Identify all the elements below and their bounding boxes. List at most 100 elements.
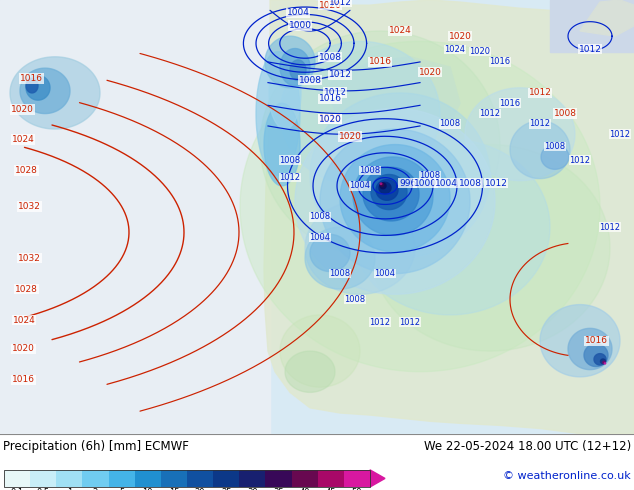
Text: 1000: 1000 — [288, 21, 311, 30]
Text: 20: 20 — [195, 489, 205, 490]
Text: 1008: 1008 — [344, 295, 366, 304]
Polygon shape — [380, 183, 382, 185]
Polygon shape — [380, 183, 386, 189]
Polygon shape — [340, 145, 450, 252]
Text: 1008: 1008 — [330, 269, 351, 278]
Bar — [4, 470, 370, 487]
Text: 1020: 1020 — [470, 47, 491, 56]
Text: 35: 35 — [273, 489, 284, 490]
Text: 1012: 1012 — [280, 173, 301, 182]
Text: 1028: 1028 — [15, 285, 38, 294]
Text: 1008: 1008 — [280, 155, 301, 165]
Polygon shape — [310, 234, 350, 271]
Text: 1008: 1008 — [359, 166, 380, 175]
Text: We 22-05-2024 18.00 UTC (12+12): We 22-05-2024 18.00 UTC (12+12) — [424, 440, 631, 453]
Bar — [161, 470, 187, 487]
Text: 1012: 1012 — [529, 88, 552, 98]
Polygon shape — [465, 88, 575, 181]
Polygon shape — [420, 177, 468, 204]
Text: 1028: 1028 — [15, 166, 38, 175]
Text: 1016: 1016 — [12, 375, 35, 385]
Text: 1008: 1008 — [439, 120, 460, 128]
Bar — [187, 470, 213, 487]
Text: 1024: 1024 — [389, 26, 411, 35]
Text: 1020: 1020 — [318, 0, 342, 10]
Text: 1: 1 — [67, 489, 72, 490]
Polygon shape — [350, 139, 550, 315]
Text: 1012: 1012 — [328, 71, 351, 79]
Polygon shape — [584, 344, 608, 367]
Polygon shape — [370, 470, 385, 487]
Text: 1012: 1012 — [600, 222, 621, 232]
Text: 1004: 1004 — [287, 8, 309, 18]
Polygon shape — [363, 167, 419, 221]
Polygon shape — [376, 180, 398, 200]
Text: Precipitation (6h) [mm] ECMWF: Precipitation (6h) [mm] ECMWF — [3, 440, 189, 453]
Text: 1008: 1008 — [318, 53, 342, 62]
Polygon shape — [280, 49, 310, 86]
Text: 1012: 1012 — [579, 45, 602, 53]
Text: 1016: 1016 — [585, 336, 608, 345]
Polygon shape — [380, 183, 384, 186]
Text: 1004: 1004 — [375, 269, 396, 278]
Text: 10: 10 — [143, 489, 153, 490]
Text: 1008: 1008 — [299, 75, 321, 85]
Bar — [292, 470, 318, 487]
Text: 1016: 1016 — [20, 74, 43, 83]
Text: 25: 25 — [221, 489, 231, 490]
Polygon shape — [310, 93, 490, 258]
Text: 1016: 1016 — [318, 94, 342, 103]
Polygon shape — [295, 108, 495, 294]
Bar — [239, 470, 266, 487]
Text: 1012: 1012 — [479, 109, 500, 118]
Text: 1016: 1016 — [368, 57, 392, 67]
Bar — [318, 470, 344, 487]
Text: 1032: 1032 — [18, 254, 41, 263]
Polygon shape — [379, 182, 391, 194]
Text: 1020: 1020 — [318, 115, 342, 124]
Polygon shape — [264, 103, 300, 186]
Text: 0.5: 0.5 — [37, 489, 50, 490]
Polygon shape — [240, 41, 600, 372]
Polygon shape — [26, 78, 38, 93]
Polygon shape — [580, 0, 634, 36]
Text: 1012: 1012 — [370, 318, 391, 327]
Text: 1000: 1000 — [414, 179, 437, 188]
Bar — [134, 470, 161, 487]
Polygon shape — [269, 57, 301, 129]
Text: 1012: 1012 — [484, 179, 507, 188]
Polygon shape — [604, 363, 605, 364]
Text: 1020: 1020 — [339, 132, 361, 141]
Polygon shape — [285, 351, 335, 392]
Text: 1020: 1020 — [418, 68, 441, 77]
Text: 1008: 1008 — [545, 142, 566, 151]
Text: 1008: 1008 — [459, 179, 482, 188]
Polygon shape — [371, 174, 407, 210]
Text: 40: 40 — [299, 489, 310, 490]
Text: 1016: 1016 — [318, 114, 342, 123]
Text: 15: 15 — [169, 489, 179, 490]
Polygon shape — [603, 361, 605, 364]
Bar — [4, 470, 30, 487]
Text: 1012: 1012 — [529, 120, 550, 128]
Polygon shape — [305, 227, 375, 289]
Text: 1012: 1012 — [399, 318, 420, 327]
Text: 1008: 1008 — [553, 109, 576, 118]
Text: 45: 45 — [325, 489, 336, 490]
Text: 5: 5 — [119, 489, 124, 490]
Text: 1016: 1016 — [489, 57, 510, 67]
Polygon shape — [510, 121, 570, 179]
Polygon shape — [10, 57, 100, 129]
Polygon shape — [541, 145, 569, 170]
Text: 1004: 1004 — [309, 233, 330, 242]
Polygon shape — [260, 31, 500, 258]
Text: 1020: 1020 — [12, 344, 35, 353]
Text: 1032: 1032 — [18, 202, 41, 211]
Bar — [108, 470, 134, 487]
Text: 1012: 1012 — [609, 130, 630, 139]
Polygon shape — [305, 201, 415, 294]
Text: 1016: 1016 — [500, 99, 521, 108]
Polygon shape — [280, 41, 440, 186]
Text: 50: 50 — [352, 489, 362, 490]
Text: 1024: 1024 — [13, 316, 36, 324]
